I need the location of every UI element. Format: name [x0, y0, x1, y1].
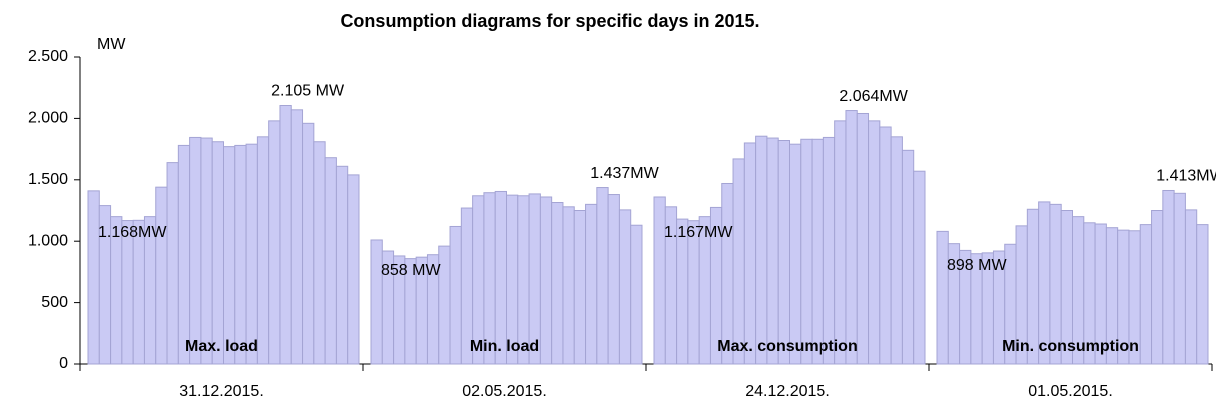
bar: [618, 209, 632, 365]
bar: [743, 142, 757, 365]
bar: [766, 137, 779, 365]
group-name: Min. consumption: [1002, 338, 1139, 355]
bar: [936, 230, 949, 365]
bar: [596, 187, 609, 365]
min-label: 1.168MW: [98, 224, 167, 241]
bar: [279, 105, 292, 365]
bar: [347, 174, 360, 365]
bar: [290, 109, 304, 365]
bar: [834, 120, 847, 365]
bar: [901, 149, 915, 365]
bar: [449, 225, 462, 365]
y-tick-label: 0: [59, 355, 68, 372]
bar: [687, 220, 700, 365]
bar: [721, 182, 734, 365]
bar: [200, 137, 213, 365]
bar: [653, 196, 666, 365]
bar: [223, 146, 236, 365]
bar: [868, 120, 881, 365]
y-tick-label: 2.500: [28, 48, 68, 65]
bar: [732, 158, 745, 365]
bar: [370, 239, 383, 365]
bar: [189, 136, 202, 365]
bar: [1184, 209, 1198, 365]
bar: [268, 120, 281, 365]
max-label: 1.413MW: [1156, 168, 1216, 185]
bar: [879, 126, 892, 365]
bar: [256, 136, 270, 365]
max-label: 2.105 MW: [271, 83, 345, 100]
chart-title: Consumption diagrams for specific days i…: [340, 11, 759, 31]
bar: [1162, 189, 1175, 365]
bar: [1173, 192, 1186, 365]
bar: [1196, 224, 1209, 365]
bar: [562, 206, 575, 365]
group-name: Min. load: [470, 338, 539, 355]
bar: [539, 196, 553, 365]
bar: [166, 162, 179, 365]
bar: [551, 202, 564, 365]
bar: [121, 220, 134, 365]
bar: [302, 122, 315, 365]
bar: [87, 190, 100, 365]
x-tick-label: 31.12.2015.: [179, 383, 264, 400]
group-name: Max. load: [185, 338, 258, 355]
bar: [1139, 224, 1153, 365]
bar: [335, 165, 349, 365]
bar: [234, 144, 247, 365]
bar: [1151, 210, 1164, 365]
bar: [573, 210, 587, 365]
x-tick-label: 02.05.2015.: [462, 383, 547, 400]
y-tick-label: 500: [41, 294, 68, 311]
bar: [856, 112, 870, 365]
y-tick-label: 1.000: [28, 232, 68, 249]
max-label: 1.437MW: [590, 165, 659, 182]
bar: [245, 143, 258, 365]
bar: [313, 141, 326, 365]
x-tick-label: 01.05.2015.: [1028, 383, 1113, 400]
bar: [211, 141, 224, 365]
group-name: Max. consumption: [717, 338, 857, 355]
bar: [822, 136, 836, 365]
bar: [890, 136, 903, 365]
max-label: 2.064MW: [839, 88, 908, 105]
bar: [811, 138, 824, 365]
y-tick-label: 1.500: [28, 171, 68, 188]
min-label: 898 MW: [947, 257, 1007, 274]
bar: [630, 224, 643, 365]
bar: [913, 170, 926, 365]
bar: [585, 203, 598, 365]
y-unit: MW: [97, 36, 126, 53]
bar: [755, 135, 768, 365]
bar: [132, 219, 145, 365]
min-label: 1.167MW: [664, 224, 733, 241]
bar: [607, 194, 620, 365]
bar: [800, 138, 813, 365]
bar: [845, 110, 858, 365]
min-label: 858 MW: [381, 262, 441, 279]
bar: [177, 144, 191, 365]
bar: [777, 140, 790, 365]
y-tick-label: 2.000: [28, 110, 68, 127]
bar: [155, 186, 168, 365]
x-tick-label: 24.12.2015.: [745, 383, 830, 400]
bar: [789, 143, 802, 365]
bar: [324, 157, 337, 365]
